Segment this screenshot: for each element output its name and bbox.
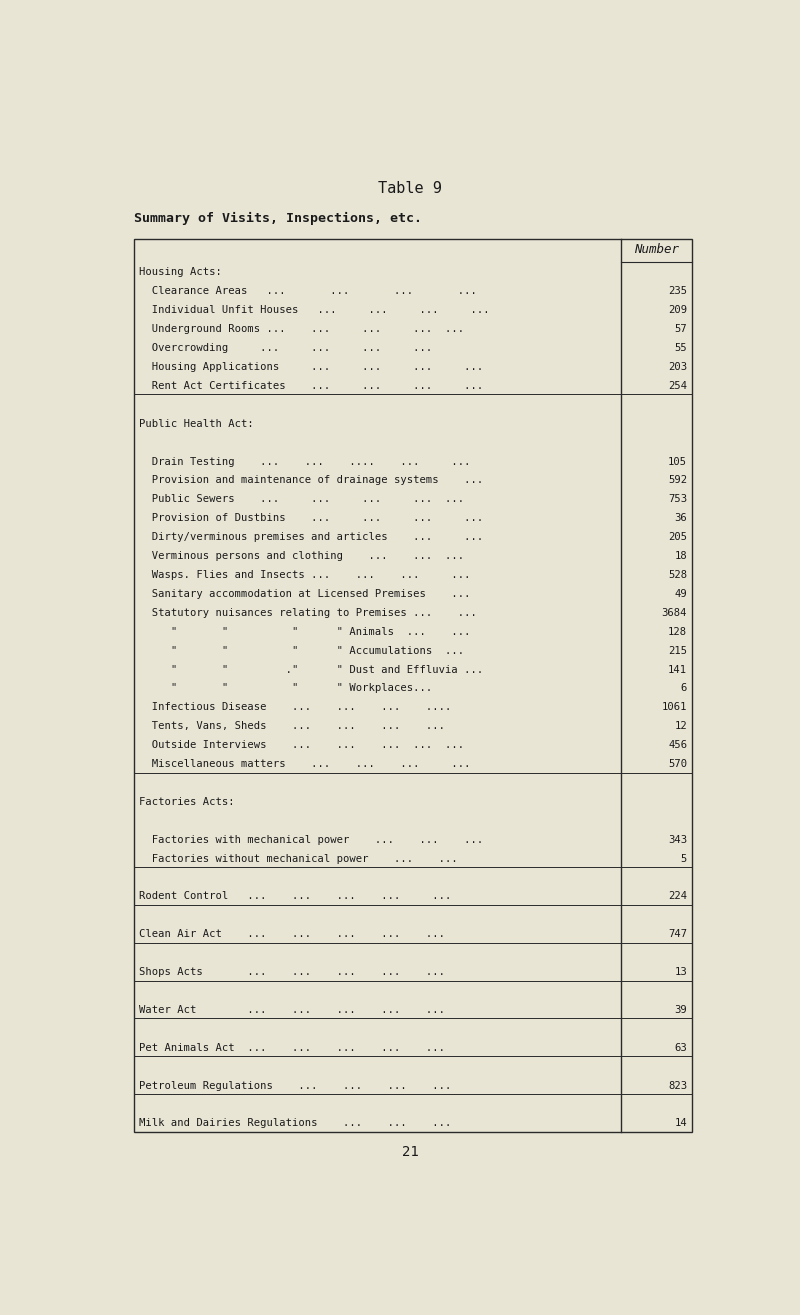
Text: Pet Animals Act  ...    ...    ...    ...    ...: Pet Animals Act ... ... ... ... ... xyxy=(139,1043,445,1053)
Text: 5: 5 xyxy=(681,853,687,864)
Text: Wasps. Flies and Insects ...    ...    ...     ...: Wasps. Flies and Insects ... ... ... ... xyxy=(139,569,470,580)
Text: 55: 55 xyxy=(674,343,687,354)
Text: Rent Act Certificates    ...     ...     ...     ...: Rent Act Certificates ... ... ... ... xyxy=(139,381,483,391)
Text: Dirty/verminous premises and articles    ...     ...: Dirty/verminous premises and articles ..… xyxy=(139,533,483,542)
Text: Miscellaneous matters    ...    ...    ...     ...: Miscellaneous matters ... ... ... ... xyxy=(139,759,470,769)
Text: 21: 21 xyxy=(402,1145,418,1159)
Text: Housing Applications     ...     ...     ...     ...: Housing Applications ... ... ... ... xyxy=(139,362,483,372)
Bar xyxy=(134,239,692,1132)
Text: Water Act        ...    ...    ...    ...    ...: Water Act ... ... ... ... ... xyxy=(139,1005,445,1015)
Text: 215: 215 xyxy=(668,646,687,656)
Text: 254: 254 xyxy=(668,381,687,391)
Text: Underground Rooms ...    ...     ...     ...  ...: Underground Rooms ... ... ... ... ... xyxy=(139,325,464,334)
Text: 224: 224 xyxy=(668,892,687,902)
Text: 12: 12 xyxy=(674,722,687,731)
Text: Sanitary accommodation at Licensed Premises    ...: Sanitary accommodation at Licensed Premi… xyxy=(139,589,470,598)
Text: 6: 6 xyxy=(681,684,687,693)
Text: Provision and maintenance of drainage systems    ...: Provision and maintenance of drainage sy… xyxy=(139,476,483,485)
Text: "       "          "      " Workplaces...: " " " " Workplaces... xyxy=(139,684,432,693)
Text: 63: 63 xyxy=(674,1043,687,1053)
Text: Clearance Areas   ...       ...       ...       ...: Clearance Areas ... ... ... ... xyxy=(139,287,477,296)
Text: Milk and Dairies Regulations    ...    ...    ...: Milk and Dairies Regulations ... ... ... xyxy=(139,1118,451,1128)
Text: Public Health Act:: Public Health Act: xyxy=(139,418,254,429)
Text: Provision of Dustbins    ...     ...     ...     ...: Provision of Dustbins ... ... ... ... xyxy=(139,513,483,523)
Text: 1061: 1061 xyxy=(662,702,687,713)
Text: Statutory nuisances relating to Premises ...    ...: Statutory nuisances relating to Premises… xyxy=(139,608,477,618)
Text: Petroleum Regulations    ...    ...    ...    ...: Petroleum Regulations ... ... ... ... xyxy=(139,1081,451,1090)
Text: Tents, Vans, Sheds    ...    ...    ...    ...: Tents, Vans, Sheds ... ... ... ... xyxy=(139,722,445,731)
Text: 203: 203 xyxy=(668,362,687,372)
Text: "       "         ."      " Dust and Effluvia ...: " " ." " Dust and Effluvia ... xyxy=(139,664,483,675)
Text: 592: 592 xyxy=(668,476,687,485)
Text: "       "          "      " Animals  ...    ...: " " " " Animals ... ... xyxy=(139,627,470,636)
Text: 570: 570 xyxy=(668,759,687,769)
Text: "       "          "      " Accumulations  ...: " " " " Accumulations ... xyxy=(139,646,464,656)
Text: Overcrowding     ...     ...     ...     ...: Overcrowding ... ... ... ... xyxy=(139,343,432,354)
Text: Drain Testing    ...    ...    ....    ...     ...: Drain Testing ... ... .... ... ... xyxy=(139,456,470,467)
Text: 753: 753 xyxy=(668,494,687,505)
Text: Clean Air Act    ...    ...    ...    ...    ...: Clean Air Act ... ... ... ... ... xyxy=(139,930,445,939)
Text: Factories with mechanical power    ...    ...    ...: Factories with mechanical power ... ... … xyxy=(139,835,483,844)
Text: Infectious Disease    ...    ...    ...    ....: Infectious Disease ... ... ... .... xyxy=(139,702,451,713)
Text: Individual Unfit Houses   ...     ...     ...     ...: Individual Unfit Houses ... ... ... ... xyxy=(139,305,490,316)
Text: Outside Interviews    ...    ...    ...  ...  ...: Outside Interviews ... ... ... ... ... xyxy=(139,740,464,750)
Text: 57: 57 xyxy=(674,325,687,334)
Text: 235: 235 xyxy=(668,287,687,296)
Text: 49: 49 xyxy=(674,589,687,598)
Text: Housing Acts:: Housing Acts: xyxy=(139,267,222,277)
Text: Verminous persons and clothing    ...    ...  ...: Verminous persons and clothing ... ... .… xyxy=(139,551,464,562)
Text: Public Sewers    ...     ...     ...     ...  ...: Public Sewers ... ... ... ... ... xyxy=(139,494,464,505)
Text: 3684: 3684 xyxy=(662,608,687,618)
Text: 141: 141 xyxy=(668,664,687,675)
Text: Summary of Visits, Inspections, etc.: Summary of Visits, Inspections, etc. xyxy=(134,212,422,225)
Text: 14: 14 xyxy=(674,1118,687,1128)
Text: 39: 39 xyxy=(674,1005,687,1015)
Text: 13: 13 xyxy=(674,967,687,977)
Text: 36: 36 xyxy=(674,513,687,523)
Text: Number: Number xyxy=(634,243,679,256)
Text: 128: 128 xyxy=(668,627,687,636)
Text: 343: 343 xyxy=(668,835,687,844)
Text: 528: 528 xyxy=(668,569,687,580)
Text: 456: 456 xyxy=(668,740,687,750)
Text: 747: 747 xyxy=(668,930,687,939)
Text: Factories Acts:: Factories Acts: xyxy=(139,797,234,807)
Text: 209: 209 xyxy=(668,305,687,316)
Text: Table 9: Table 9 xyxy=(378,180,442,196)
Text: 205: 205 xyxy=(668,533,687,542)
Text: 18: 18 xyxy=(674,551,687,562)
Text: Shops Acts       ...    ...    ...    ...    ...: Shops Acts ... ... ... ... ... xyxy=(139,967,445,977)
Text: 105: 105 xyxy=(668,456,687,467)
Text: Rodent Control   ...    ...    ...    ...     ...: Rodent Control ... ... ... ... ... xyxy=(139,892,451,902)
Text: 823: 823 xyxy=(668,1081,687,1090)
Text: Factories without mechanical power    ...    ...: Factories without mechanical power ... .… xyxy=(139,853,458,864)
